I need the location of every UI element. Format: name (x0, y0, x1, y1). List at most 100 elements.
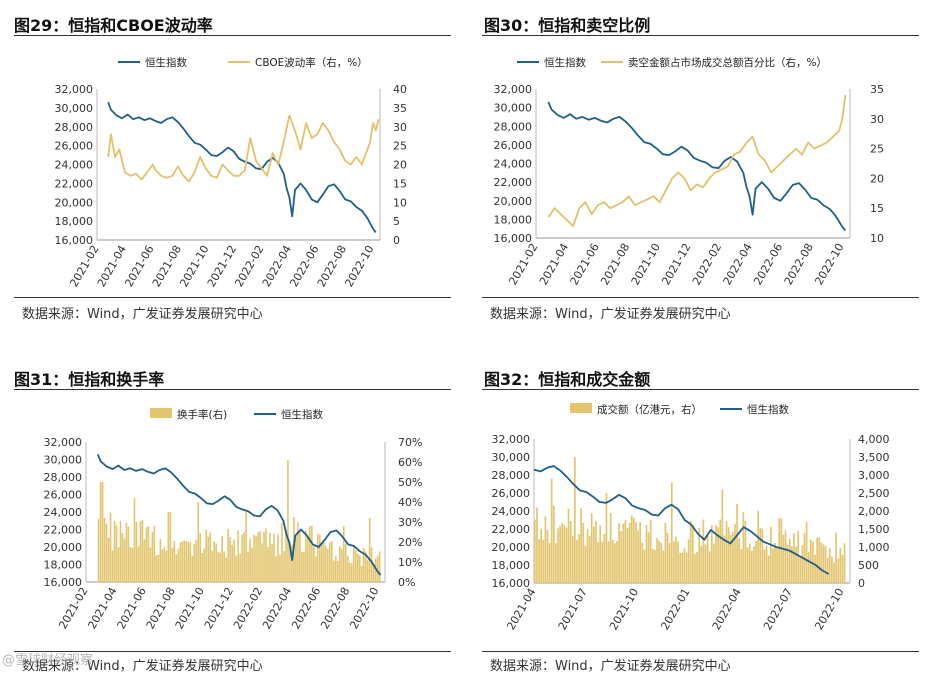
turnover-bar (833, 562, 835, 583)
turnover-bar (778, 518, 781, 583)
turnover-bar (725, 520, 728, 583)
turnover-bar (814, 554, 816, 583)
turnover-bar (721, 489, 724, 583)
legend-label: 恒生指数 (281, 408, 323, 421)
turnover-bar (177, 548, 180, 582)
turnover-bar (774, 542, 776, 583)
y-left-tick-label: 30,000 (492, 451, 531, 464)
turnover-bar (265, 528, 267, 582)
turnover-bar (263, 531, 265, 582)
turnover-bar (255, 536, 257, 582)
turnover-bar (319, 535, 321, 582)
turnover-bar (607, 541, 610, 583)
turnover-bar (588, 536, 591, 583)
turnover-bar (715, 525, 717, 583)
turnover-bar (141, 519, 144, 582)
turnover-bar (307, 537, 309, 582)
turnover-bar (601, 541, 604, 583)
turnover-bar (675, 536, 677, 583)
turnover-bar (313, 546, 315, 582)
turnover-bar (704, 544, 707, 583)
turnover-bar (342, 526, 345, 582)
turnover-bar (181, 541, 184, 582)
turnover-bar (157, 554, 160, 582)
turnover-bar (251, 547, 253, 582)
turnover-bar (797, 530, 800, 583)
turnover-bar (708, 551, 711, 583)
y-right-tick-label: 35 (393, 102, 407, 115)
turnover-bar (628, 522, 631, 583)
turnover-bar (599, 525, 601, 583)
turnover-bar (356, 553, 359, 582)
y-left-tick-label: 22,000 (492, 523, 531, 536)
legend-label: 成交额（亿港元，右） (597, 403, 702, 416)
turnover-bar (127, 526, 130, 582)
turnover-bar (227, 528, 229, 582)
turnover-bar (647, 532, 650, 583)
y-right-tick-label: 2,500 (858, 487, 890, 500)
turnover-bar (584, 545, 587, 583)
turnover-bar (654, 550, 656, 583)
chart-title: 图30：恒指和卖空比例 (484, 16, 651, 35)
turnover-bar (287, 460, 289, 582)
y-left-tick-label: 16,000 (492, 577, 531, 590)
turnover-bar (105, 523, 108, 582)
turnover-bar (237, 530, 239, 582)
watermark: @雪球财经观察 (2, 653, 94, 668)
turnover-bar (639, 521, 642, 583)
turnover-bar (317, 533, 319, 582)
y-right-tick-label: 1,500 (858, 523, 890, 536)
turnover-bar (656, 537, 658, 583)
turnover-bar (348, 562, 351, 582)
turnover-bar (281, 522, 283, 582)
turnover-bar (795, 546, 797, 583)
turnover-bar (538, 539, 540, 583)
turnover-bar (364, 551, 367, 582)
turnover-bar (372, 564, 375, 582)
turnover-bar (195, 539, 198, 582)
turnover-bar (843, 543, 846, 583)
y-right-tick-label: 20% (398, 536, 422, 549)
hsi-line (547, 101, 847, 232)
x-tick-label: 2021-07 (556, 586, 590, 632)
y-right-tick-label: 40% (398, 496, 422, 509)
y-left-tick-label: 24,000 (55, 159, 94, 172)
turnover-bar (271, 544, 273, 582)
turnover-bar (666, 533, 669, 583)
turnover-bar (261, 543, 263, 582)
turnover-bar (740, 549, 743, 583)
turnover-bar (223, 551, 225, 582)
turnover-bar (616, 541, 618, 583)
turnover-bar (630, 515, 633, 583)
turnover-bar (235, 555, 237, 582)
turnover-bar (197, 502, 200, 582)
y-left-tick-label: 26,000 (492, 487, 531, 500)
turnover-bar (137, 546, 140, 582)
turnover-bar (125, 522, 128, 582)
y-right-tick-label: 25 (870, 143, 884, 156)
chart-title: 图31：恒指和换手率 (14, 370, 165, 389)
turnover-bar (670, 482, 673, 583)
turnover-bar (812, 541, 814, 583)
turnover-bar (241, 534, 243, 582)
x-tick-label: 2022-01 (658, 586, 692, 632)
turnover-bar (826, 557, 829, 583)
turnover-bar (590, 513, 593, 583)
turnover-bar (818, 537, 821, 583)
turnover-bar (374, 558, 377, 582)
data-source: 数据来源：Wind，广发证券发展研究中心 (22, 659, 263, 674)
turnover-bar (109, 512, 112, 582)
turnover-bar (169, 512, 172, 582)
turnover-bar (117, 547, 120, 582)
turnover-bar (820, 542, 823, 583)
y-right-tick-label: 0 (858, 577, 865, 590)
turnover-bar (334, 556, 337, 582)
turnover-bar (338, 546, 341, 582)
x-tick-label: 2022-07 (761, 586, 795, 632)
legend-label: 卖空金额占市场成交总额百分比（右，%） (628, 56, 827, 69)
turnover-bar (645, 525, 648, 583)
turnover-bar (555, 543, 557, 583)
turnover-bar (289, 542, 291, 582)
turnover-bar (734, 523, 736, 583)
turnover-bar (165, 550, 168, 582)
